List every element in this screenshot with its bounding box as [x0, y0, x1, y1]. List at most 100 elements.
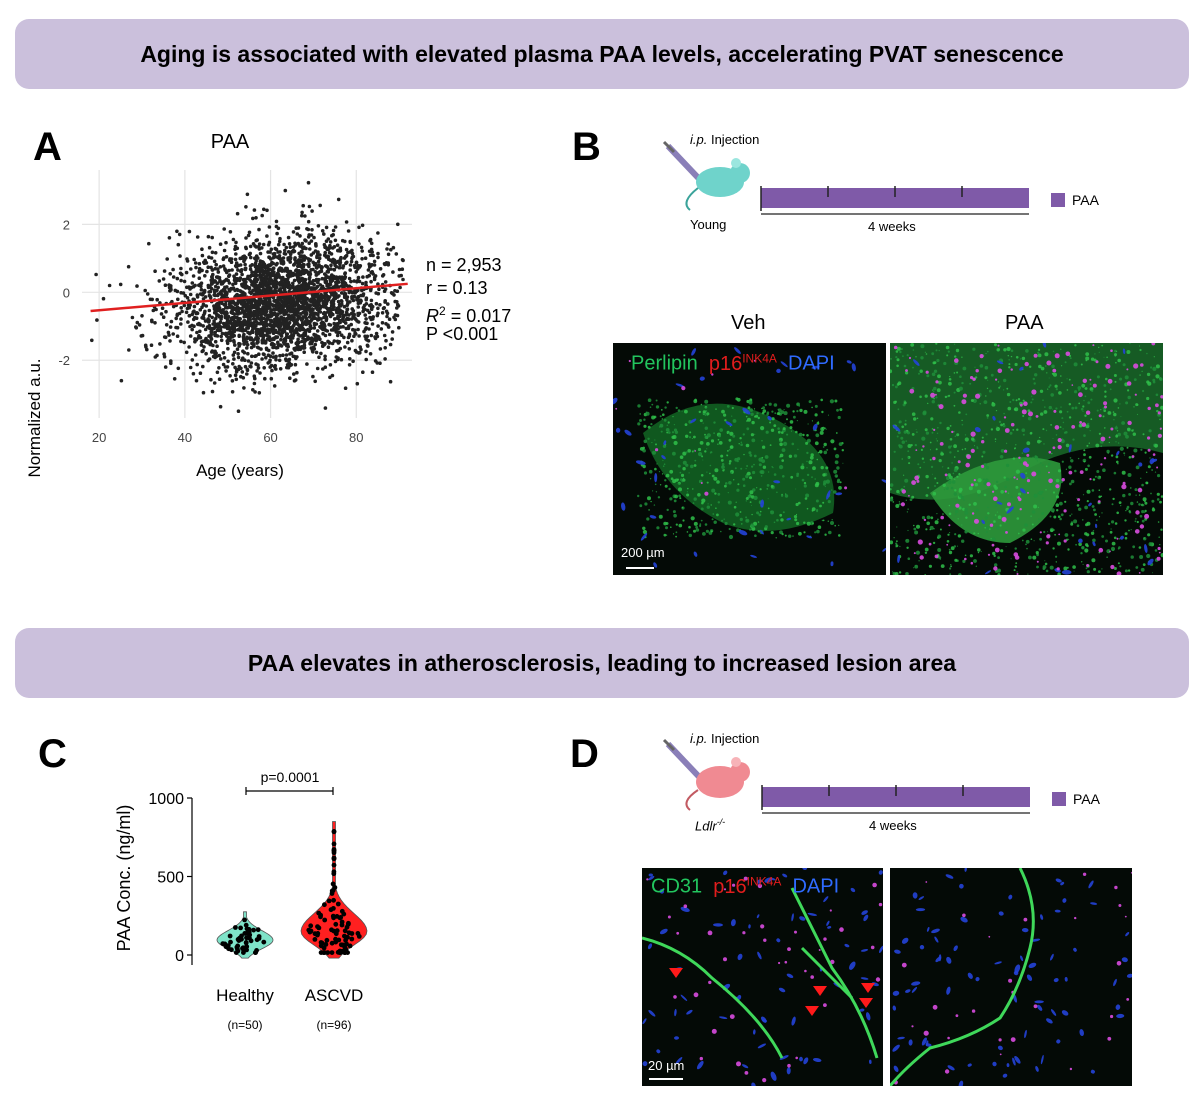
- scatter-point: [203, 327, 208, 332]
- scatter-point: [265, 208, 269, 213]
- violin-point: [261, 939, 267, 945]
- scatter-point: [243, 328, 248, 332]
- violin-point: [325, 950, 331, 955]
- scatter-point: [360, 257, 364, 261]
- violin-point: [331, 841, 337, 847]
- scatter-point: [383, 357, 387, 361]
- scatter-point: [218, 404, 223, 409]
- scatter-point: [294, 346, 298, 350]
- scatter-point: [233, 373, 238, 377]
- violin-point: [233, 925, 238, 930]
- scatter-point: [179, 266, 183, 271]
- scatter-point: [314, 333, 318, 337]
- scatter-point: [308, 280, 312, 284]
- legend-label-d: PAA: [1073, 791, 1100, 807]
- scatter-point: [323, 291, 327, 295]
- violin-point: [339, 919, 345, 925]
- scatter-point: [372, 277, 377, 282]
- scatter-point: [390, 291, 395, 296]
- scatter-point: [155, 353, 159, 358]
- scatter-point: [314, 311, 318, 316]
- scatter-point: [267, 240, 272, 245]
- scatter-point: [322, 242, 327, 247]
- scatter-point: [259, 314, 263, 318]
- scatter-point: [261, 352, 266, 356]
- scatter-point: [224, 255, 229, 259]
- n-ascvd: (n=96): [316, 1018, 351, 1032]
- violin-point: [254, 937, 260, 943]
- scatter-point: [212, 279, 217, 283]
- scatter-point: [339, 256, 343, 261]
- scatter-point: [302, 245, 306, 249]
- scatter-point: [193, 339, 197, 344]
- scatter-point: [329, 263, 333, 268]
- scatter-point: [157, 279, 162, 283]
- stat-r: r = 0.13: [426, 278, 488, 298]
- scatter-point: [191, 274, 196, 278]
- scatter-point: [300, 213, 304, 218]
- scatter-point: [153, 269, 157, 273]
- scatter-point: [354, 260, 359, 265]
- scatter-point: [245, 372, 249, 376]
- scatter-point: [323, 357, 327, 362]
- scatter-point: [201, 324, 205, 328]
- scatter-point: [266, 348, 271, 353]
- scatter-point: [215, 313, 219, 318]
- scatter-point: [354, 270, 359, 274]
- scatter-point: [254, 238, 258, 243]
- scatter-point: [278, 353, 282, 358]
- scatter-point: [235, 211, 240, 216]
- scatter-point: [336, 277, 340, 281]
- scatter-point: [235, 368, 239, 372]
- scatter-point: [279, 306, 283, 310]
- scatter-point: [331, 302, 336, 306]
- scatter-point: [393, 299, 398, 304]
- scatter-point: [364, 349, 368, 354]
- scatter-point: [213, 251, 218, 255]
- scatter-point: [210, 315, 214, 320]
- legend-swatch-b: [1051, 193, 1065, 207]
- scatter-point: [301, 293, 305, 298]
- scatter-point: [290, 326, 295, 330]
- scatter-point: [296, 226, 301, 230]
- scatter-point: [179, 322, 183, 326]
- scatter-point: [289, 351, 294, 355]
- scatter-point: [243, 308, 248, 313]
- scatter-point: [284, 318, 288, 322]
- scatter-point: [336, 197, 341, 202]
- micrograph-d-left: CD31 p16INK4A DAPI 20 µm: [642, 868, 883, 1086]
- scatter-point: [267, 263, 272, 267]
- scatter-point: [332, 260, 336, 265]
- scatter-point: [227, 274, 231, 279]
- violin-point: [239, 936, 244, 942]
- scatter-point: [289, 309, 293, 314]
- scatter-point: [365, 334, 370, 339]
- scatter-point: [333, 283, 338, 288]
- scatter-point: [248, 244, 253, 249]
- scatter-point: [239, 306, 243, 311]
- scatter-point: [242, 257, 247, 262]
- scatter-point: [236, 288, 240, 292]
- scatter-point: [235, 347, 240, 351]
- scatter-point: [329, 274, 333, 279]
- scatter-point: [212, 259, 217, 264]
- scatter-point: [191, 317, 196, 322]
- scatter-point: [135, 284, 139, 288]
- scatter-point: [316, 317, 321, 322]
- scatter-point: [257, 247, 262, 251]
- scatter-point: [197, 321, 201, 326]
- scatter-point: [240, 370, 245, 374]
- violin-point: [235, 943, 241, 949]
- scatter-point: [170, 299, 174, 304]
- scatter-point: [203, 295, 208, 299]
- scatter-point: [274, 219, 279, 224]
- panel-letter-a: A: [33, 125, 62, 169]
- scatter-point: [217, 324, 222, 329]
- scatter-point: [347, 313, 351, 317]
- scatter-point: [314, 277, 319, 282]
- mouse-ldlr-icon: [662, 738, 750, 811]
- scatter-point: [262, 326, 267, 330]
- scatter-point: [309, 297, 313, 302]
- scatter-point: [287, 289, 292, 294]
- scatter-point: [202, 260, 206, 265]
